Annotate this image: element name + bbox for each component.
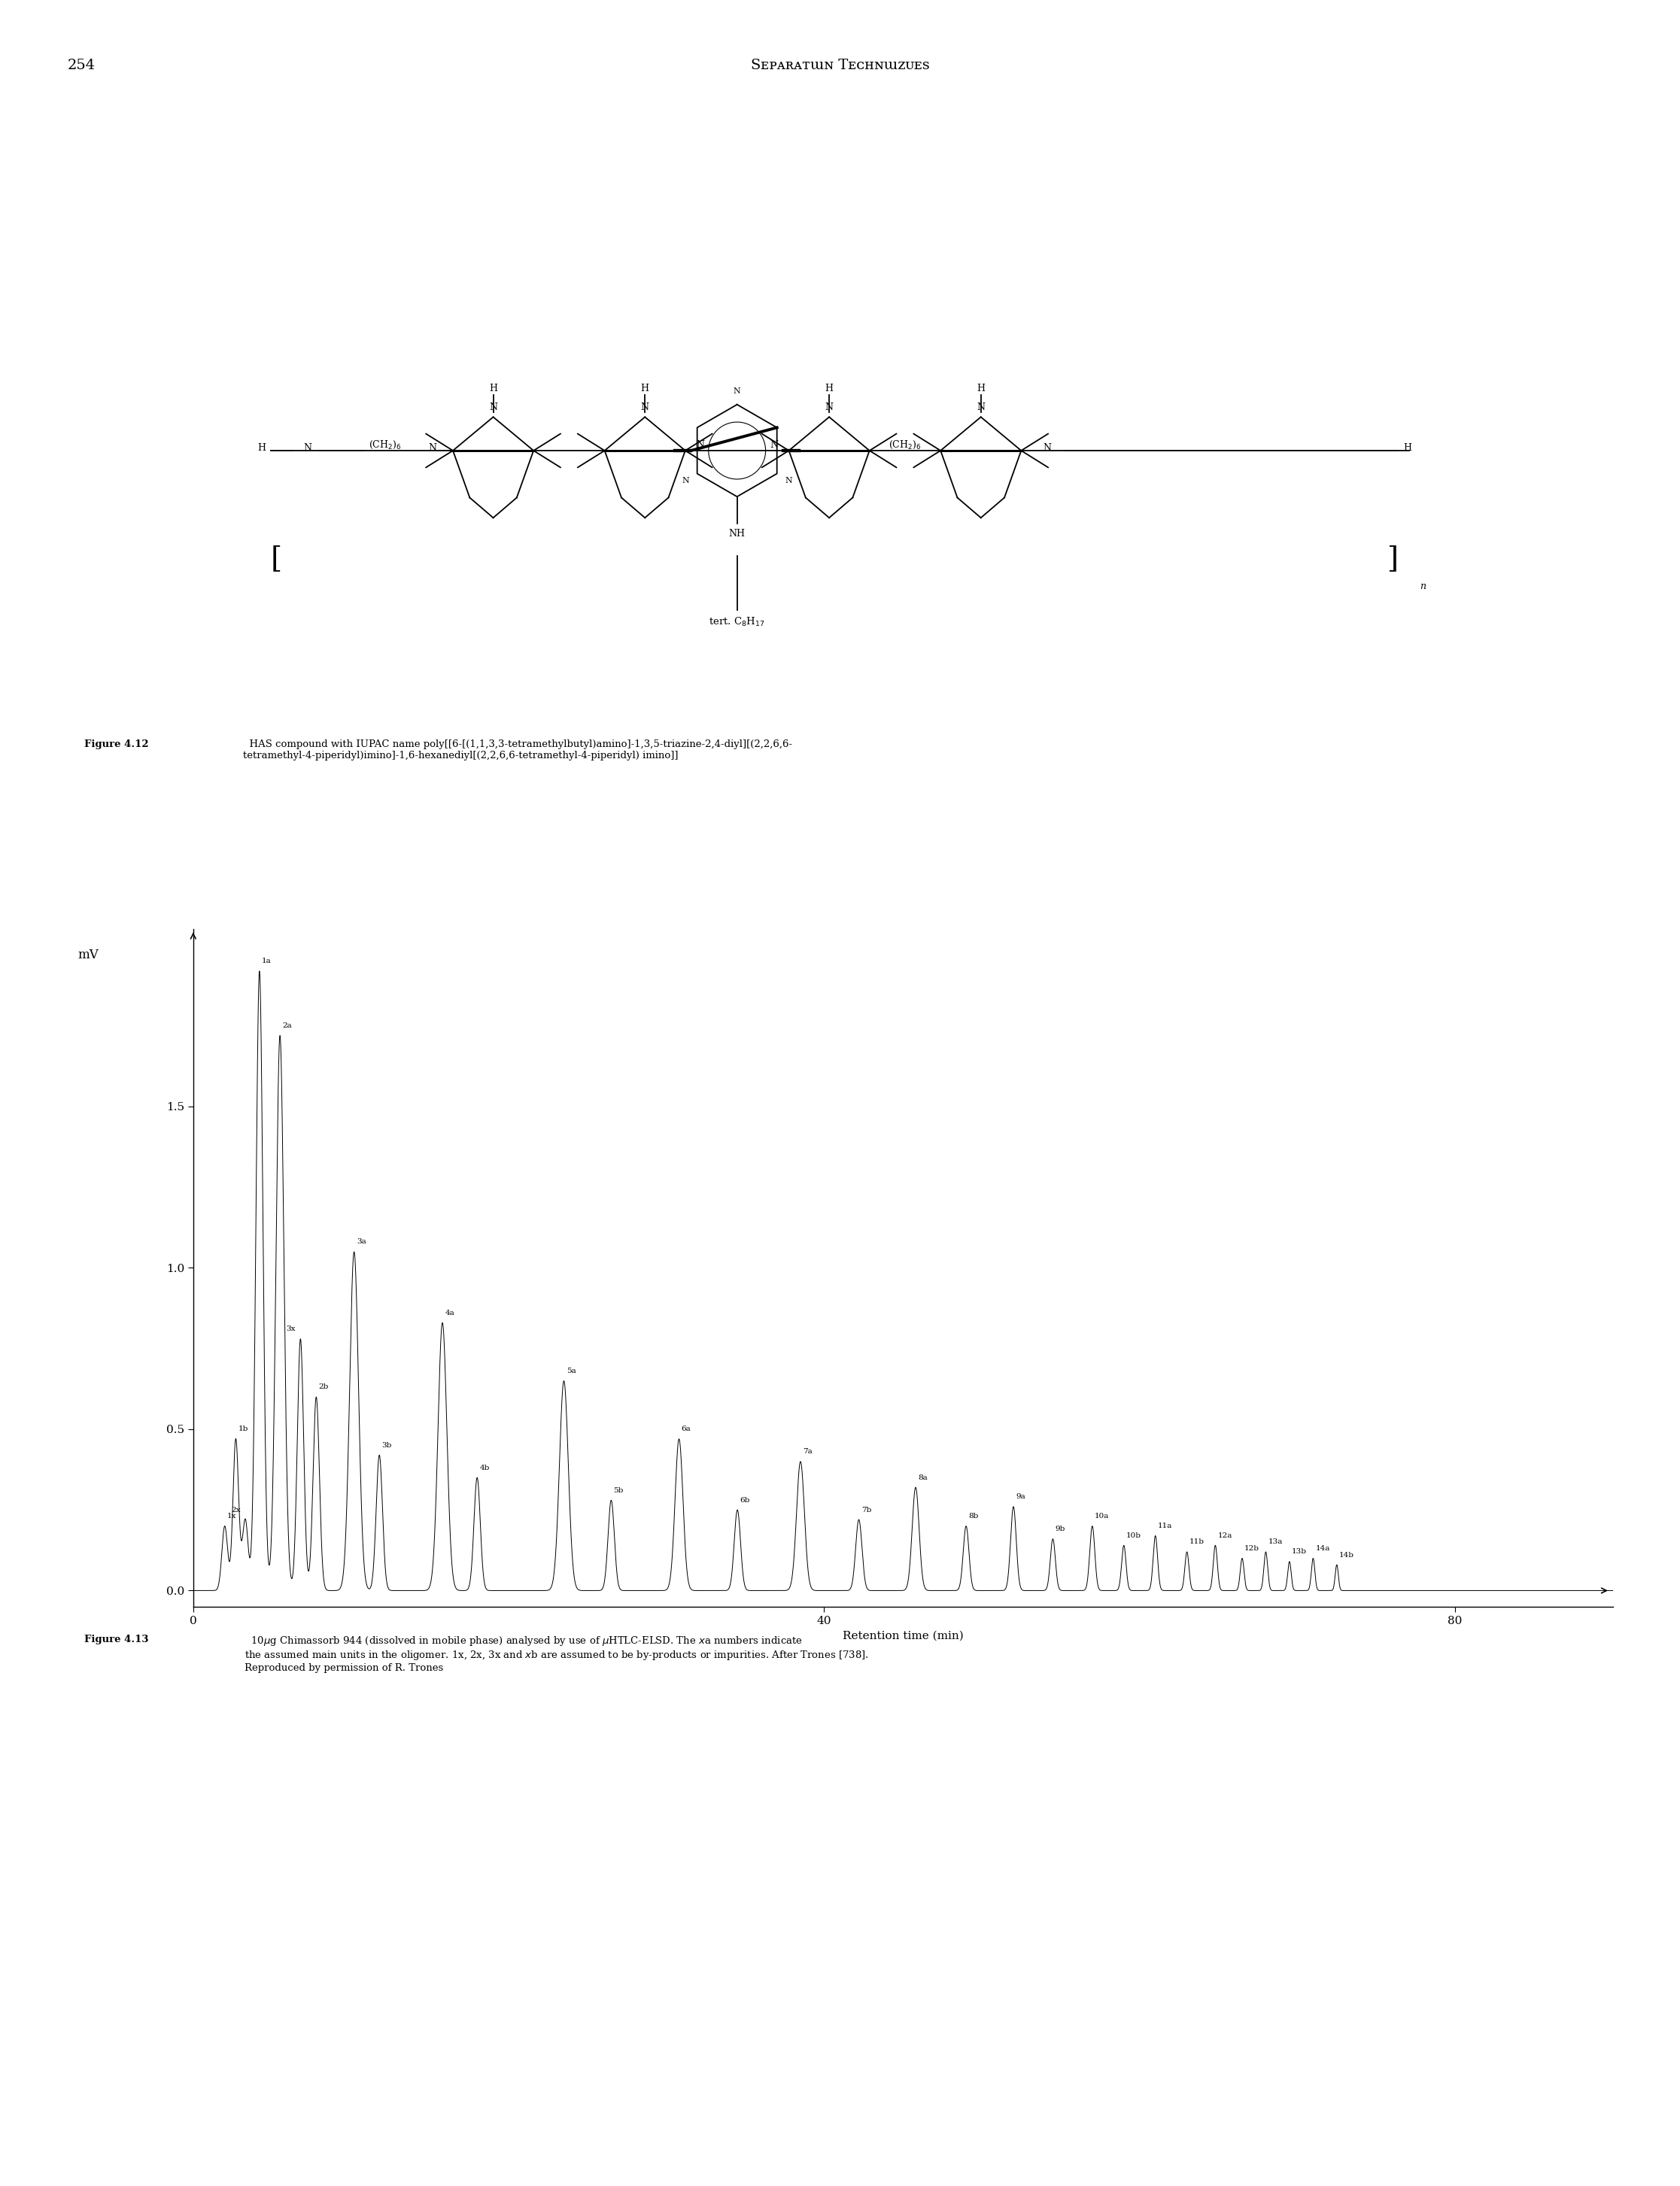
Text: H: H — [825, 385, 833, 393]
Text: 6b: 6b — [739, 1497, 749, 1504]
Text: N: N — [682, 477, 689, 483]
Text: 2x: 2x — [232, 1506, 240, 1513]
Text: 10$\mu$g Chimassorb 944 (dissolved in mobile phase) analysed by use of $\mu$HTLC: 10$\mu$g Chimassorb 944 (dissolved in mo… — [244, 1635, 869, 1672]
Text: N: N — [428, 444, 437, 453]
Text: Figure 4.13: Figure 4.13 — [84, 1635, 148, 1644]
Text: 5b: 5b — [613, 1486, 623, 1493]
Text: n: n — [1420, 581, 1426, 590]
Text: N: N — [734, 387, 741, 396]
Text: 14b: 14b — [1339, 1552, 1354, 1559]
Text: N: N — [769, 439, 778, 450]
Text: NH: NH — [729, 529, 746, 540]
Text: 2a: 2a — [282, 1023, 292, 1030]
Text: tert. C$_8$H$_{17}$: tert. C$_8$H$_{17}$ — [709, 616, 764, 627]
Text: Figure 4.12: Figure 4.12 — [84, 739, 148, 750]
Text: H: H — [489, 385, 497, 393]
X-axis label: Retention time (min): Retention time (min) — [843, 1631, 963, 1642]
Text: 3b: 3b — [381, 1443, 391, 1449]
Text: H: H — [1403, 444, 1411, 453]
Text: 9a: 9a — [1016, 1493, 1025, 1500]
Text: [: [ — [270, 544, 282, 573]
Text: 5a: 5a — [566, 1368, 576, 1375]
Text: N: N — [825, 402, 833, 411]
Text: N: N — [785, 477, 793, 483]
Text: 10b: 10b — [1126, 1532, 1141, 1539]
Text: 1b: 1b — [239, 1425, 249, 1432]
Text: 14a: 14a — [1315, 1546, 1331, 1552]
Text: HAS compound with IUPAC name poly[[6-[(1,1,3,3-tetramethylbutyl)amino]-1,3,5-tri: HAS compound with IUPAC name poly[[6-[(1… — [242, 739, 791, 761]
Text: 7b: 7b — [862, 1506, 872, 1513]
Text: 8a: 8a — [917, 1473, 927, 1480]
Text: 3a: 3a — [356, 1239, 366, 1246]
Text: ]: ] — [1388, 544, 1398, 573]
Text: Sᴇᴘᴀʀᴀᴛɯɴ Tᴇᴄʜɴɯᴢᴜᴇs: Sᴇᴘᴀʀᴀᴛɯɴ Tᴇᴄʜɴɯᴢᴜᴇs — [751, 59, 929, 72]
Text: 13a: 13a — [1268, 1539, 1284, 1546]
Text: 6a: 6a — [682, 1425, 690, 1432]
Text: N: N — [1043, 444, 1052, 453]
Text: 3x: 3x — [286, 1325, 296, 1333]
Text: 7a: 7a — [803, 1449, 813, 1456]
Text: 11a: 11a — [1158, 1521, 1173, 1530]
Text: 4a: 4a — [445, 1309, 454, 1316]
Text: N: N — [976, 402, 984, 411]
Text: H: H — [257, 444, 265, 453]
Text: H: H — [976, 385, 984, 393]
Text: 1a: 1a — [262, 957, 272, 964]
Text: H: H — [640, 385, 648, 393]
Text: 2b: 2b — [319, 1384, 329, 1390]
Text: N: N — [489, 402, 497, 411]
Text: 11b: 11b — [1189, 1539, 1205, 1546]
Text: N: N — [696, 439, 704, 450]
Text: 10a: 10a — [1095, 1513, 1109, 1519]
Text: 9b: 9b — [1055, 1526, 1065, 1532]
Text: 12b: 12b — [1245, 1546, 1260, 1552]
Text: N: N — [640, 402, 648, 411]
Text: 1x: 1x — [227, 1513, 237, 1519]
Text: 12a: 12a — [1218, 1532, 1231, 1539]
Text: mV: mV — [77, 949, 99, 962]
Text: (CH$_2$)$_6$: (CH$_2$)$_6$ — [889, 439, 921, 450]
Text: (CH$_2$)$_6$: (CH$_2$)$_6$ — [368, 439, 402, 450]
Text: 4b: 4b — [479, 1465, 489, 1471]
Text: 8b: 8b — [968, 1513, 978, 1519]
Text: 254: 254 — [67, 59, 96, 72]
Text: N: N — [304, 444, 312, 453]
Text: 13b: 13b — [1292, 1548, 1307, 1554]
